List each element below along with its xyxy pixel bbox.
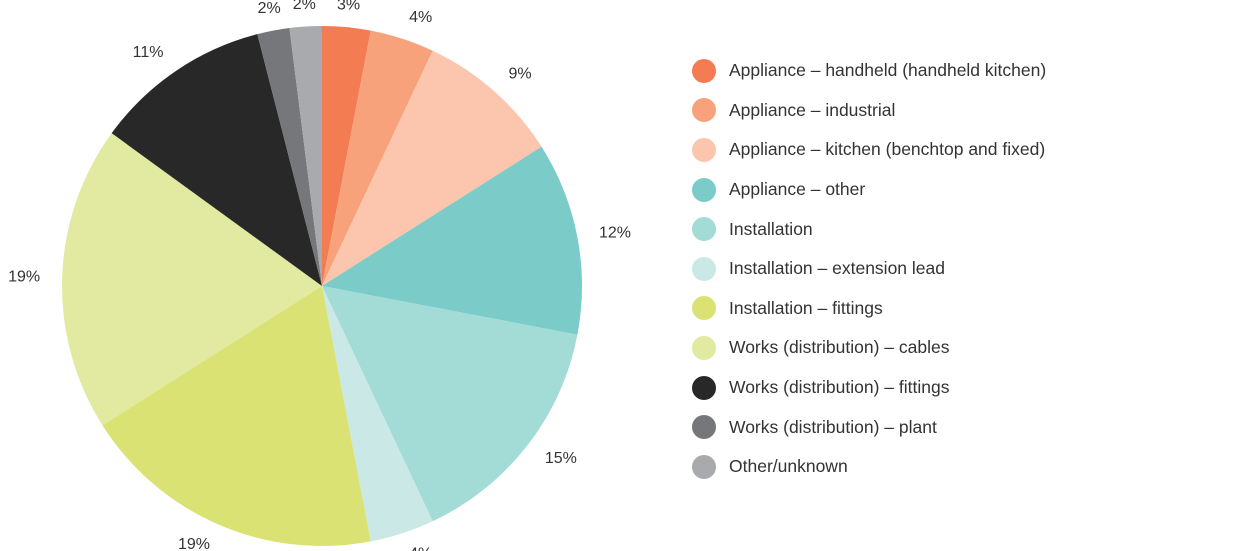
pie-percent-label: 4% bbox=[409, 545, 432, 551]
legend-swatch bbox=[692, 58, 716, 83]
pie-slice-3 bbox=[322, 146, 583, 335]
pie-percent-labels: 3% 4% 9% 12% 15% 4% 19% 19% 11% 2% 2% bbox=[8, 0, 631, 551]
legend-label: Installation – extension lead bbox=[729, 258, 945, 279]
legend-item: Appliance – kitchen (benchtop and fixed) bbox=[692, 130, 1046, 170]
legend-swatch bbox=[692, 415, 716, 440]
pie-slice-6 bbox=[102, 286, 371, 546]
legend-swatch bbox=[692, 137, 716, 162]
pie-percent-label: 9% bbox=[508, 66, 531, 83]
legend-item: Other/unknown bbox=[692, 447, 1046, 487]
legend-swatch bbox=[692, 256, 716, 281]
legend-item: Works (distribution) – cables bbox=[692, 328, 1046, 368]
legend-label: Works (distribution) – plant bbox=[729, 416, 937, 437]
legend-swatch bbox=[692, 296, 716, 321]
legend-item: Works (distribution) – fittings bbox=[692, 368, 1046, 408]
legend-swatch bbox=[692, 98, 716, 123]
legend-item: Installation – fittings bbox=[692, 289, 1046, 329]
legend-label: Appliance – kitchen (benchtop and fixed) bbox=[729, 139, 1046, 160]
pie-slice-5 bbox=[322, 286, 433, 542]
legend-swatch bbox=[692, 217, 716, 242]
pie-percent-label: 15% bbox=[545, 450, 577, 467]
pie-percent-label: 19% bbox=[8, 268, 40, 285]
pie-slice-10 bbox=[289, 26, 322, 286]
legend-item: Appliance – handheld (handheld kitchen) bbox=[692, 51, 1046, 91]
legend-item: Appliance – other bbox=[692, 170, 1046, 210]
legend-label: Works (distribution) – fittings bbox=[729, 377, 950, 398]
pie-percent-label: 2% bbox=[293, 0, 316, 13]
legend-item: Installation – extension lead bbox=[692, 249, 1046, 289]
pie-percent-label: 2% bbox=[258, 0, 281, 17]
legend-item: Works (distribution) – plant bbox=[692, 407, 1046, 447]
pie-slice-8 bbox=[111, 34, 322, 286]
pie-slice-7 bbox=[62, 133, 322, 426]
pie-slice-1 bbox=[322, 30, 433, 286]
legend-swatch bbox=[692, 454, 716, 479]
pie-slice-0 bbox=[322, 26, 371, 286]
legend-label: Appliance – handheld (handheld kitchen) bbox=[729, 60, 1047, 81]
legend-label: Appliance – industrial bbox=[729, 99, 896, 120]
legend-label: Installation – fittings bbox=[729, 297, 883, 318]
pie-slices bbox=[62, 26, 583, 546]
legend-label: Works (distribution) – cables bbox=[729, 337, 950, 358]
legend-swatch bbox=[692, 177, 716, 202]
pie-slice-9 bbox=[257, 28, 322, 287]
legend-label: Appliance – other bbox=[729, 179, 866, 200]
pie-percent-label: 12% bbox=[599, 224, 631, 241]
pie-percent-label: 11% bbox=[133, 44, 164, 61]
pie-percent-label: 19% bbox=[178, 536, 210, 551]
pie-slice-4 bbox=[322, 286, 578, 522]
legend-item: Installation bbox=[692, 209, 1046, 249]
chart-legend: Appliance – handheld (handheld kitchen) A… bbox=[692, 51, 1046, 487]
pie-slice-2 bbox=[322, 50, 542, 286]
legend-swatch bbox=[692, 375, 716, 400]
legend-label: Installation bbox=[729, 218, 813, 239]
pie-percent-label: 3% bbox=[337, 0, 360, 13]
legend-label: Other/unknown bbox=[729, 456, 848, 477]
legend-swatch bbox=[692, 335, 716, 360]
pie-percent-label: 4% bbox=[409, 9, 432, 26]
legend-item: Appliance – industrial bbox=[692, 91, 1046, 131]
